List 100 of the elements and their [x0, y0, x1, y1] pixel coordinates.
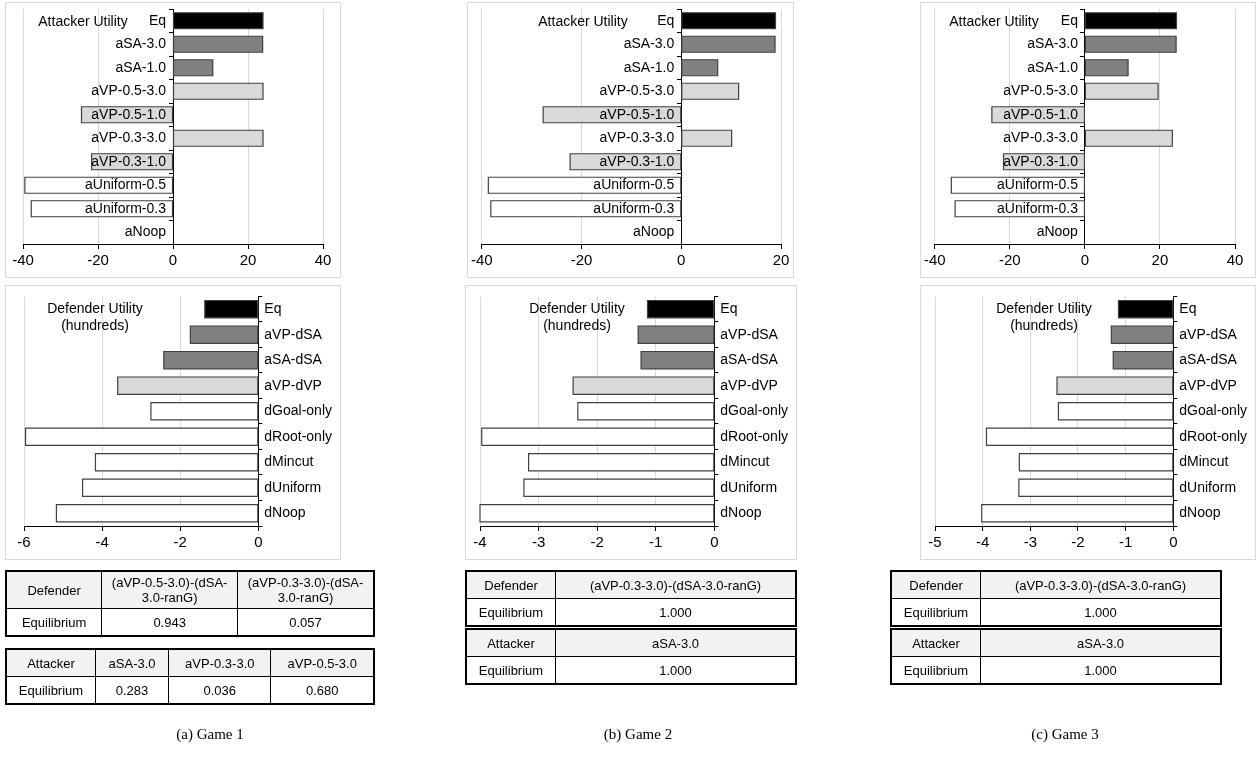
data-label: 1.000 — [555, 656, 796, 684]
y-tick-label: dNoop — [1179, 504, 1221, 521]
category-label: (aVP-0.3-3.0)-(dSA-3.0-ranG) — [237, 571, 374, 609]
y-tick-label: aUniform-0.5 — [85, 176, 167, 193]
y-tick-label: aSA-1.0 — [1027, 58, 1079, 75]
x-tick-label: -5 — [928, 533, 942, 551]
text: Defender Utility (hundreds) — [46, 300, 144, 334]
x-tick-label: -40 — [924, 251, 946, 269]
y-tick-label: aSA-3.0 — [1027, 35, 1079, 52]
text: Equilibrium — [466, 656, 556, 684]
text: Defender — [6, 571, 102, 609]
y-tick-label: aUniform-0.3 — [593, 199, 675, 216]
category-label: (aVP-0.3-3.0)-(dSA-3.0-ranG) — [980, 571, 1221, 599]
text: Defender Utility (hundreds) — [995, 300, 1093, 334]
y-tick-label: Eq — [1060, 11, 1078, 28]
chart-title: Attacker Utility — [37, 13, 129, 30]
y-tick-label: aSA-dSA — [720, 351, 779, 368]
y-tick-label: dUniform — [720, 478, 778, 495]
y-tick-label: dRoot-only — [264, 427, 332, 444]
y-tick-label: aVP-dSA — [264, 325, 323, 342]
y-tick-label: dNoop — [720, 504, 762, 521]
text: Attacker — [891, 629, 981, 657]
category-label: aVP-0.3-3.0 — [168, 649, 271, 677]
y-tick-label: aSA-3.0 — [623, 35, 675, 52]
y-tick-label: aVP-dVP — [720, 376, 778, 393]
text: (b) Game 2 — [602, 726, 674, 743]
y-tick-label: aSA-3.0 — [115, 35, 167, 52]
y-tick-label: dRoot-only — [1179, 427, 1247, 444]
y-tick-label: dUniform — [264, 478, 322, 495]
y-tick-label: aUniform-0.5 — [593, 176, 675, 193]
x-tick-label: 20 — [239, 251, 257, 269]
x-tick-label: -2 — [590, 533, 604, 551]
chart-title: Attacker Utility — [948, 13, 1040, 30]
y-tick-label: Eq — [148, 11, 166, 28]
y-tick-label: dMincut — [1179, 453, 1229, 470]
chart-title: Attacker Utility — [537, 13, 629, 30]
text: Defender — [466, 571, 556, 599]
y-tick-label: aVP-dSA — [1179, 325, 1238, 342]
text: Equilibrium — [6, 676, 96, 704]
data-label: 0.680 — [270, 676, 374, 704]
y-tick-label: aVP-0.5-1.0 — [599, 105, 675, 122]
x-tick-label: -1 — [649, 533, 663, 551]
text: Equilibrium — [6, 608, 102, 636]
x-tick-label: -40 — [471, 251, 493, 269]
y-tick-label: aVP-0.5-3.0 — [1003, 82, 1079, 99]
x-tick-label: 0 — [1169, 533, 1178, 551]
text: Equilibrium — [466, 598, 556, 626]
y-tick-label: aVP-dVP — [264, 376, 322, 393]
x-tick-label: -3 — [1023, 533, 1037, 551]
y-tick-label: dMincut — [720, 453, 770, 470]
text: Defender Utility (hundreds) — [528, 300, 626, 334]
x-tick-label: -6 — [17, 533, 31, 551]
x-tick-label: -2 — [173, 533, 187, 551]
y-tick-label: dGoal-only — [720, 402, 788, 419]
y-tick-label: aVP-0.3-3.0 — [599, 129, 675, 146]
y-tick-label: aNoop — [633, 223, 675, 240]
data-label: 1.000 — [980, 598, 1221, 626]
text: Attacker — [6, 649, 96, 677]
x-tick-label: 40 — [314, 251, 332, 269]
x-tick-label: -4 — [473, 533, 487, 551]
data-label: 0.036 — [168, 676, 271, 704]
y-tick-label: aVP-0.5-3.0 — [599, 82, 675, 99]
x-tick-label: 0 — [710, 533, 719, 551]
data-label: 0.283 — [95, 676, 169, 704]
y-tick-label: aVP-0.5-1.0 — [91, 105, 167, 122]
y-tick-label: aUniform-0.3 — [85, 199, 167, 216]
x-tick-label: -40 — [12, 251, 34, 269]
y-tick-label: dUniform — [1179, 478, 1237, 495]
y-tick-label: dNoop — [264, 504, 306, 521]
y-tick-label: aUniform-0.3 — [997, 199, 1079, 216]
text: (a) Game 1 — [175, 726, 245, 743]
x-tick-label: 20 — [1151, 251, 1169, 269]
y-tick-label: aVP-0.3-3.0 — [91, 129, 167, 146]
y-tick-label: Eq — [657, 11, 675, 28]
x-tick-label: 0 — [677, 251, 686, 269]
y-tick-label: aVP-0.3-1.0 — [599, 152, 675, 169]
x-tick-label: -4 — [975, 533, 990, 551]
y-tick-label: dGoal-only — [264, 402, 332, 419]
y-tick-label: aNoop — [124, 223, 167, 240]
text: Defender — [891, 571, 981, 599]
y-tick-label: aVP-0.5-3.0 — [91, 82, 167, 99]
y-tick-label: dMincut — [264, 453, 314, 470]
x-tick-label: -20 — [87, 251, 109, 269]
data-label: 0.943 — [101, 608, 238, 636]
x-tick-label: -20 — [999, 251, 1021, 269]
x-tick-label: 20 — [772, 251, 790, 269]
y-tick-label: aSA-dSA — [1179, 351, 1238, 368]
y-tick-label: aVP-dVP — [1179, 376, 1237, 393]
x-tick-label: -3 — [531, 533, 546, 551]
category-label: (aVP-0.5-3.0)-(dSA-3.0-ranG) — [101, 571, 238, 609]
y-tick-label: aVP-0.5-1.0 — [1003, 105, 1079, 122]
x-tick-label: 0 — [254, 533, 263, 551]
text: Equilibrium — [891, 598, 981, 626]
data-label: 1.000 — [555, 598, 796, 626]
category-label: (aVP-0.3-3.0)-(dSA-3.0-ranG) — [555, 571, 796, 599]
y-tick-label: Eq — [1179, 300, 1197, 317]
y-tick-label: Eq — [720, 300, 738, 317]
y-tick-label: aVP-0.3-3.0 — [1003, 129, 1079, 146]
y-tick-label: aSA-dSA — [264, 351, 323, 368]
y-tick-label: aNoop — [1036, 223, 1079, 240]
